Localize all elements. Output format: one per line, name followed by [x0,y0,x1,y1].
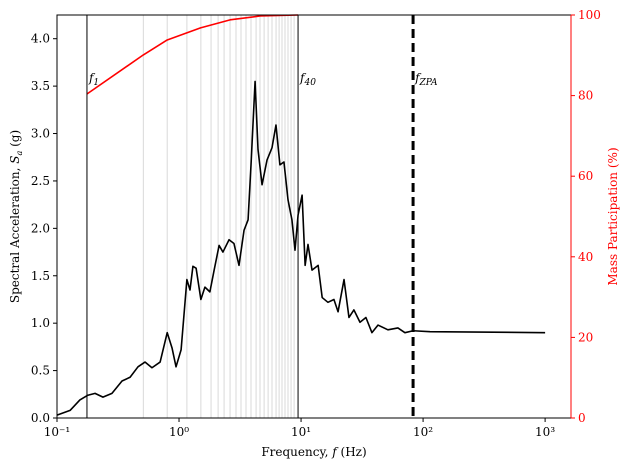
marker-label: f40 [299,71,316,88]
series-line [56,80,546,416]
marker-label: f1 [88,71,99,88]
marker-symbol: f [414,71,422,85]
y2-axis-label: Mass Participation (%) [606,147,620,285]
x-label-unit: (Hz) [337,445,367,459]
y-tick-label: 3.5 [31,79,50,93]
y-tick-label: 3.0 [31,127,50,141]
x-label-text: Frequency, [261,445,332,459]
y-label-subscript: a [15,151,24,156]
y2-tick-label: 80 [578,89,593,103]
y-tick-label: 2.5 [31,174,50,188]
marker-symbol: f [88,71,96,85]
y2-tick-label: 60 [578,169,593,183]
x-label-symbol: f [331,445,339,459]
y-tick-label: 0.0 [31,411,50,425]
marker-subscript: 40 [304,78,317,88]
plot-frame [56,14,572,419]
y-label-symbol: S [8,156,22,164]
marker-label: fZPA [414,71,438,88]
marker-symbol: f [299,71,307,85]
series-line [86,14,299,95]
marker-subscript: ZPA [419,78,438,88]
y-tick-label: 1.0 [31,316,50,330]
y-tick-label: 1.5 [31,269,50,283]
y-axis-label: Spectral Acceleration, Sa (g) [8,130,24,303]
y2-tick-label: 40 [578,250,593,264]
x-tick-label: 10¹ [291,425,311,439]
x-tick-label: 10³ [535,425,555,439]
y-label-unit: (g) [8,130,22,151]
marker-subscript: 1 [93,78,99,88]
x-tick-label: 10⁻¹ [44,425,70,439]
x-axis-label: Frequency, f (Hz) [261,445,366,459]
y-tick-label: 4.0 [31,32,50,46]
y-tick-label: 2.0 [31,221,50,235]
y2-tick-label: 20 [578,330,593,344]
x-tick-label: 10² [413,425,433,439]
y2-tick-label: 0 [578,411,586,425]
y-tick-label: 0.5 [31,364,50,378]
x-tick-label: 10⁰ [169,425,189,439]
y-label-text: Spectral Acceleration, [8,164,22,303]
y2-tick-label: 100 [578,8,601,22]
